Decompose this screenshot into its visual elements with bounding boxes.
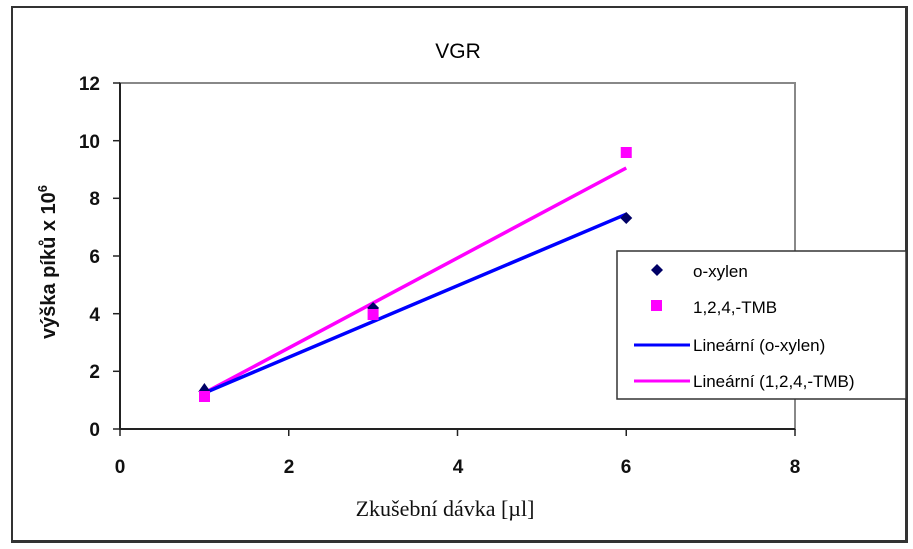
svg-text:6: 6 (89, 247, 100, 268)
trendline-tmb (203, 166, 628, 395)
legend-item-trend-o-xylen: Lineární (o-xylen) (634, 336, 825, 355)
svg-text:2: 2 (89, 362, 100, 383)
marker-square (620, 147, 632, 158)
svg-text:10: 10 (79, 132, 100, 153)
svg-text:o-xylen: o-xylen (693, 262, 748, 281)
marker-diamond (620, 212, 633, 224)
y-ticks (113, 82, 120, 430)
svg-text:2: 2 (284, 457, 295, 478)
svg-text:výška píků x 106: výška píků x 106 (35, 185, 60, 339)
svg-text:4: 4 (89, 305, 100, 326)
legend: o-xylen 1,2,4,-TMB Lineární (o-xylen) Li… (616, 250, 907, 400)
legend-box (616, 250, 907, 400)
svg-text:Lineární (1,2,4,-TMB): Lineární (1,2,4,-TMB) (693, 372, 855, 391)
x-ticks (119, 429, 796, 436)
svg-text:1,2,4,-TMB: 1,2,4,-TMB (693, 298, 777, 317)
marker-square (367, 309, 379, 320)
y-tick-labels: 0 2 4 6 8 10 12 (79, 74, 101, 441)
svg-text:12: 12 (79, 74, 100, 95)
svg-text:8: 8 (790, 457, 801, 478)
x-tick-labels: 0 2 4 6 8 (115, 457, 801, 478)
svg-text:4: 4 (453, 457, 464, 478)
svg-text:0: 0 (89, 420, 100, 441)
svg-text:6: 6 (621, 457, 632, 478)
marker-square (199, 391, 210, 402)
y-axis-label: výška píků x 106 (35, 185, 60, 339)
series-tmb-markers (199, 147, 632, 402)
svg-text:8: 8 (89, 189, 100, 210)
square-marker-icon (651, 300, 662, 311)
legend-item-trend-tmb: Lineární (1,2,4,-TMB) (634, 372, 855, 391)
svg-text:0: 0 (115, 457, 126, 478)
diamond-marker-icon (651, 264, 663, 276)
chart-title: VGR (435, 40, 481, 63)
x-axis-label: Zkušební dávka [µl] (356, 496, 535, 521)
trendline-o-xylen (203, 212, 627, 395)
legend-item-o-xylen: o-xylen (651, 262, 748, 281)
legend-item-tmb: 1,2,4,-TMB (651, 298, 777, 317)
svg-text:Lineární (o-xylen): Lineární (o-xylen) (693, 336, 825, 355)
